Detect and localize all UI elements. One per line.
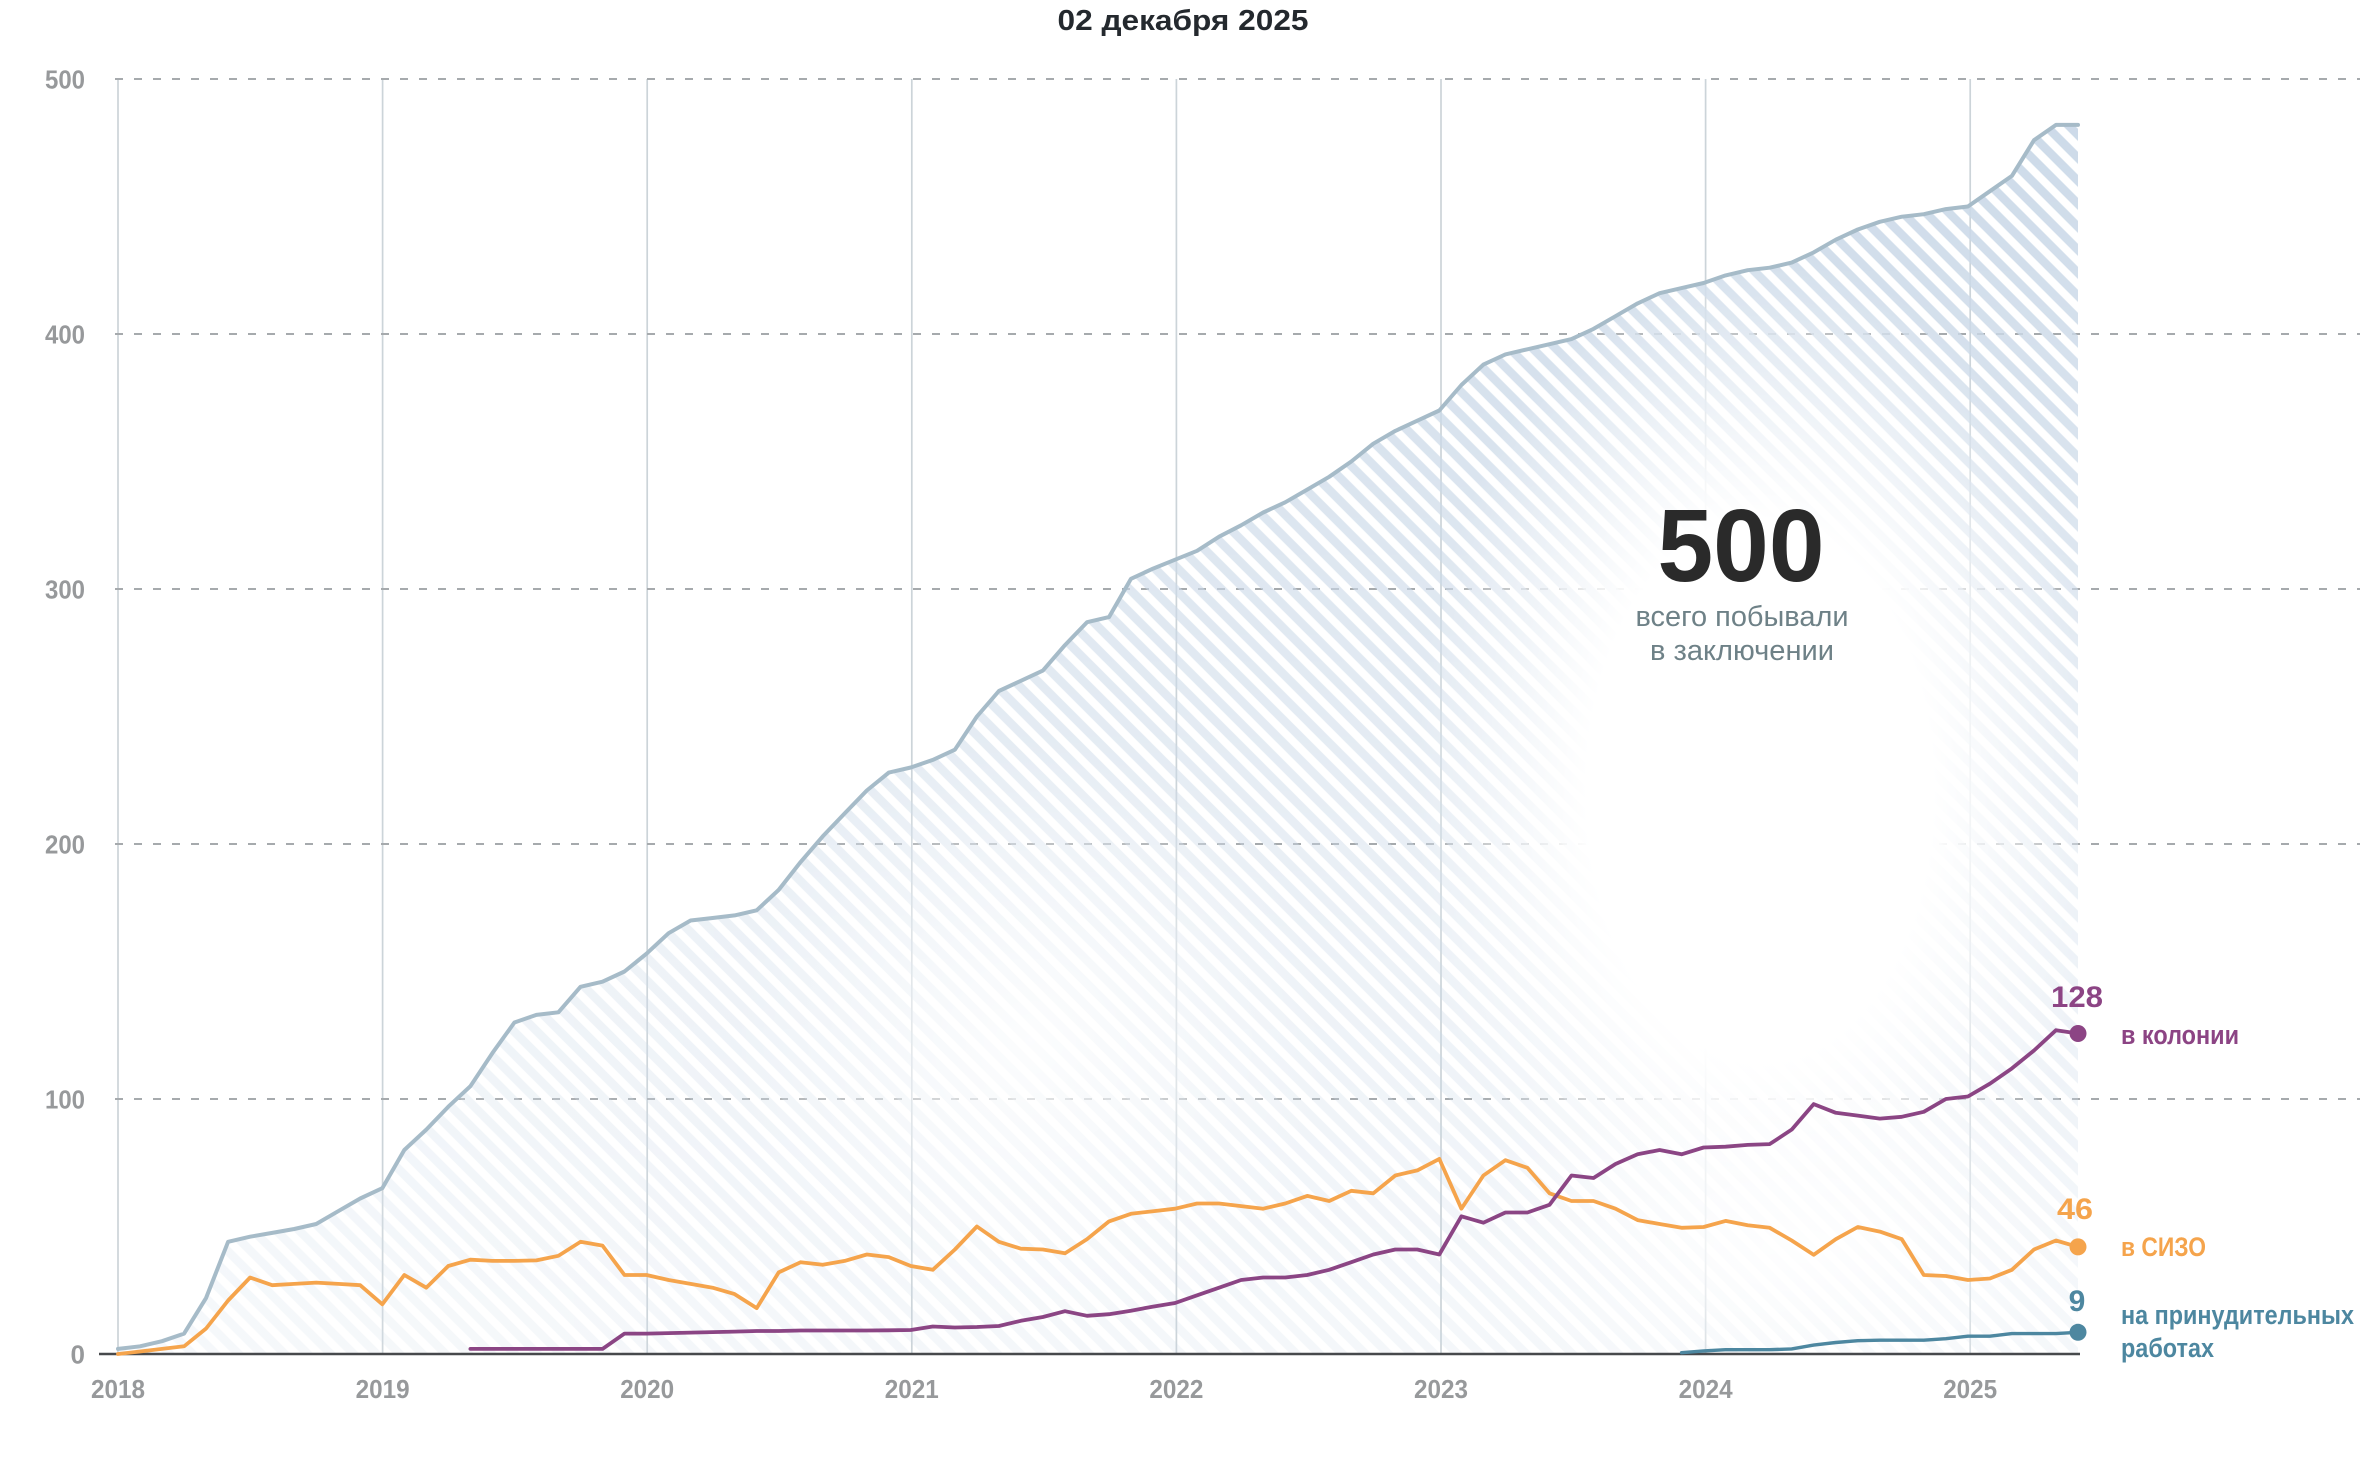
svg-text:0: 0 — [71, 1340, 85, 1370]
svg-text:128: 128 — [2051, 981, 2103, 1014]
svg-text:2023: 2023 — [1414, 1374, 1468, 1404]
svg-text:в заключении: в заключении — [1650, 635, 1834, 667]
svg-text:500: 500 — [1658, 488, 1825, 603]
svg-text:на принудительных: на принудительных — [2121, 1300, 2354, 1330]
svg-text:2018: 2018 — [91, 1374, 145, 1404]
svg-text:2020: 2020 — [620, 1374, 674, 1404]
svg-text:200: 200 — [45, 830, 85, 860]
svg-text:2019: 2019 — [356, 1374, 410, 1404]
svg-text:500: 500 — [45, 65, 85, 95]
svg-text:работах: работах — [2121, 1333, 2214, 1363]
svg-text:9: 9 — [2069, 1285, 2086, 1318]
svg-text:2024: 2024 — [1679, 1374, 1734, 1404]
svg-text:02 декабря 2025: 02 декабря 2025 — [1058, 5, 1309, 37]
svg-text:2022: 2022 — [1149, 1374, 1203, 1404]
svg-text:300: 300 — [45, 575, 85, 605]
svg-text:в СИЗО: в СИЗО — [2121, 1232, 2206, 1262]
svg-text:в колонии: в колонии — [2121, 1020, 2239, 1050]
svg-text:400: 400 — [45, 320, 85, 350]
svg-text:100: 100 — [45, 1085, 85, 1115]
svg-text:2021: 2021 — [885, 1374, 939, 1404]
svg-text:всего побывали: всего побывали — [1636, 601, 1849, 633]
svg-text:2025: 2025 — [1943, 1374, 1997, 1404]
svg-text:46: 46 — [2057, 1193, 2093, 1226]
